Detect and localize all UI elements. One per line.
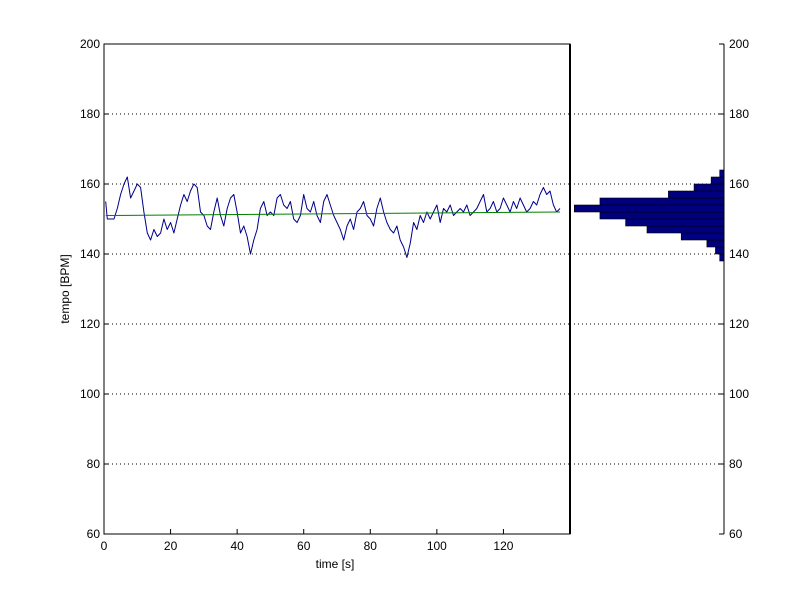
time-series-plot-area — [104, 44, 570, 534]
histogram-ticks: 60 80 100 120 140 160 180 200 — [719, 37, 749, 541]
histogram-bar — [680, 232, 725, 241]
x-axis-label: time [s] — [316, 557, 355, 571]
y-tick-label: 100 — [80, 387, 100, 401]
histogram-y-tick-label: 180 — [729, 107, 749, 121]
histogram-bar — [668, 190, 725, 199]
y-axis-label: tempo [BPM] — [58, 254, 72, 323]
time-series-ticks: 60 80 100 120 140 160 180 200 0 20 40 60 80 100 120 — [80, 37, 514, 553]
tempo-series-line — [105, 176, 561, 258]
histogram-bar — [693, 183, 725, 192]
histogram-y-tick-label: 120 — [729, 317, 749, 331]
histogram-bar — [715, 246, 725, 255]
histogram-y-tick-label: 140 — [729, 247, 749, 261]
histogram-y-tick-label: 60 — [729, 527, 743, 541]
y-tick-label: 80 — [87, 457, 101, 471]
trend-line — [105, 211, 561, 216]
y-tick-label: 60 — [87, 527, 101, 541]
x-tick-label: 60 — [297, 539, 311, 553]
time-series-axes: 60 80 100 120 140 160 180 200 0 20 40 60 80 100 120 ti… — [58, 37, 724, 571]
histogram-y-tick-label: 200 — [729, 37, 749, 51]
y-tick-label: 160 — [80, 177, 100, 191]
x-tick-label: 40 — [230, 539, 244, 553]
histogram-axes: 60 80 100 120 140 160 180 200 — [573, 37, 749, 541]
x-tick-label: 80 — [364, 539, 378, 553]
histogram-bar — [719, 169, 725, 178]
histogram-bar — [646, 225, 725, 234]
histogram-bar — [719, 253, 725, 262]
histogram-bar — [599, 197, 725, 206]
y-tick-label: 120 — [80, 317, 100, 331]
x-tick-label: 0 — [101, 539, 108, 553]
histogram-y-tick-label: 80 — [729, 457, 743, 471]
x-tick-label: 120 — [493, 539, 513, 553]
y-tick-label: 140 — [80, 247, 100, 261]
histogram-bar — [706, 239, 725, 248]
y-tick-label: 180 — [80, 107, 100, 121]
time-series-lines — [105, 176, 561, 258]
histogram-bar — [710, 176, 725, 185]
histogram-y-tick-label: 100 — [729, 387, 749, 401]
histogram-bar — [573, 204, 725, 213]
histogram-bar — [625, 218, 725, 227]
y-tick-label: 200 — [80, 37, 100, 51]
x-tick-label: 20 — [164, 539, 178, 553]
histogram-bar — [599, 211, 725, 220]
histogram-y-tick-label: 160 — [729, 177, 749, 191]
x-tick-label: 100 — [427, 539, 447, 553]
